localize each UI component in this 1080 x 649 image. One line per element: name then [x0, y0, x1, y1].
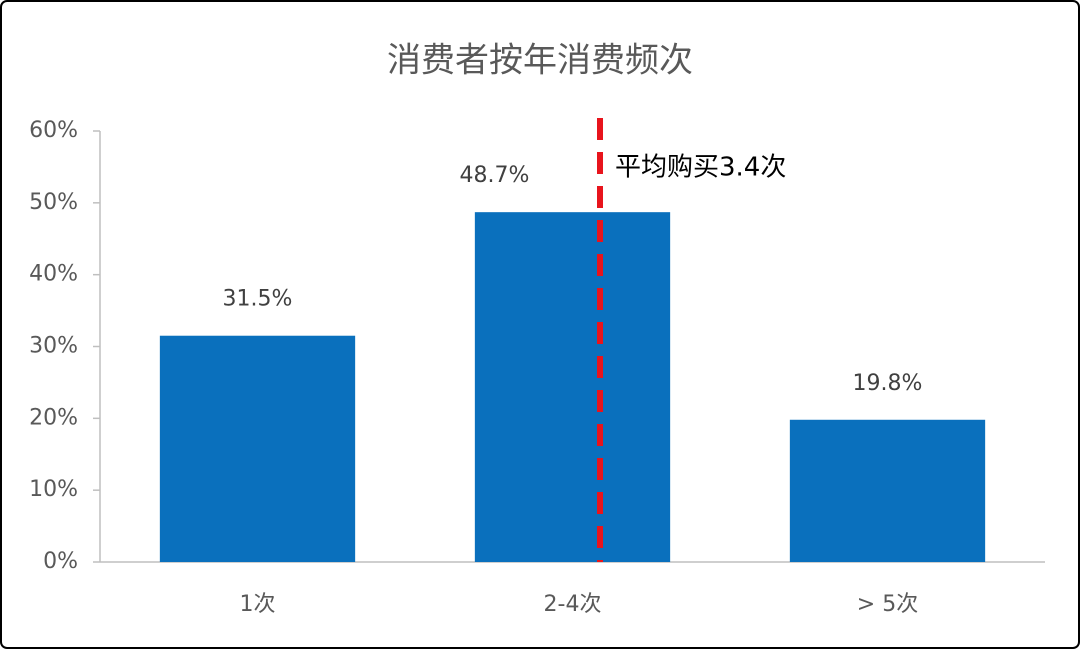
- y-tick-label: 60%: [29, 118, 78, 143]
- y-tick-label: 0%: [43, 549, 78, 574]
- bar: [789, 419, 986, 562]
- data-label: 19.8%: [853, 371, 923, 396]
- x-tick-label: 1次: [240, 592, 276, 617]
- bar: [474, 212, 671, 562]
- bar: [159, 335, 356, 562]
- x-tick-label: 2-4次: [544, 592, 602, 617]
- x-tick-label: > 5次: [857, 592, 918, 617]
- y-tick-label: 50%: [29, 190, 78, 215]
- chart-title: 消费者按年消费频次: [387, 41, 693, 81]
- y-tick-label: 10%: [29, 477, 78, 502]
- data-label: 31.5%: [223, 287, 293, 312]
- y-tick-label: 20%: [29, 405, 78, 430]
- y-tick-label: 30%: [29, 334, 78, 359]
- y-tick-label: 40%: [29, 262, 78, 287]
- data-label: 48.7%: [460, 163, 530, 188]
- annotation: 平均购买3.4次: [615, 153, 786, 183]
